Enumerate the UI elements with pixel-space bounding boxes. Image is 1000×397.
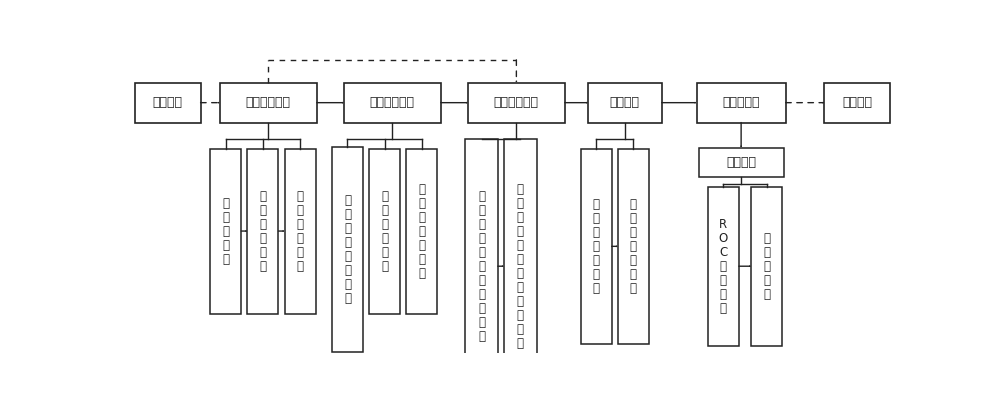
Text: 形
态
学
开
运
算: 形 态 学 开 运 算: [259, 189, 266, 273]
Bar: [406, 148, 437, 314]
Text: R
O
C
曲
线
绘
制: R O C 曲 线 绘 制: [719, 218, 728, 315]
Bar: [465, 139, 498, 393]
Text: 凸
优
化
问
题
求
解: 凸 优 化 问 题 求 解: [418, 183, 425, 279]
Text: 图像采集: 图像采集: [153, 96, 183, 109]
Text: 模板图像提取: 模板图像提取: [370, 96, 415, 109]
Text: 阈值设定: 阈值设定: [726, 156, 756, 169]
Bar: [618, 148, 649, 344]
Text: 基
于
位
置
相
似
性
的
区
域
匹
配: 基 于 位 置 相 似 性 的 区 域 匹 配: [517, 183, 524, 350]
Text: 形
态
学
闭
运
算: 形 态 学 闭 运 算: [297, 189, 304, 273]
Bar: [369, 148, 400, 314]
Text: 检测结果: 检测结果: [842, 96, 872, 109]
Text: 求
最
优
阈
值: 求 最 优 阈 值: [763, 232, 770, 301]
Text: 相似度计算: 相似度计算: [722, 96, 760, 109]
Bar: [344, 83, 441, 123]
Bar: [332, 147, 363, 352]
Bar: [824, 83, 890, 123]
Bar: [751, 187, 782, 346]
Bar: [697, 83, 786, 123]
Text: 前
景
灰
度
图
像
提
取: 前 景 灰 度 图 像 提 取: [344, 194, 351, 305]
Bar: [285, 148, 316, 314]
Bar: [135, 83, 201, 123]
Text: 角
度
距
离
描
述
子: 角 度 距 离 描 述 子: [630, 198, 637, 295]
Bar: [708, 187, 739, 346]
Text: 背
景
相
减
法: 背 景 相 减 法: [222, 197, 229, 266]
Text: 基
于
轮
廓
的
区
域
提
取
方
法: 基 于 轮 廓 的 区 域 提 取 方 法: [478, 190, 485, 343]
Bar: [588, 83, 662, 123]
Text: 前景图像提取: 前景图像提取: [246, 96, 291, 109]
Text: 孔洞区域匹配: 孔洞区域匹配: [494, 96, 539, 109]
Bar: [247, 148, 278, 314]
Bar: [581, 148, 612, 344]
Bar: [698, 148, 784, 177]
Bar: [504, 139, 537, 393]
Bar: [468, 83, 565, 123]
Text: 图
像
列
向
量
化: 图 像 列 向 量 化: [381, 189, 388, 273]
Text: 角
度
距
离
直
方
图: 角 度 距 离 直 方 图: [593, 198, 600, 295]
Bar: [210, 148, 241, 314]
Bar: [220, 83, 317, 123]
Text: 特征计算: 特征计算: [610, 96, 640, 109]
